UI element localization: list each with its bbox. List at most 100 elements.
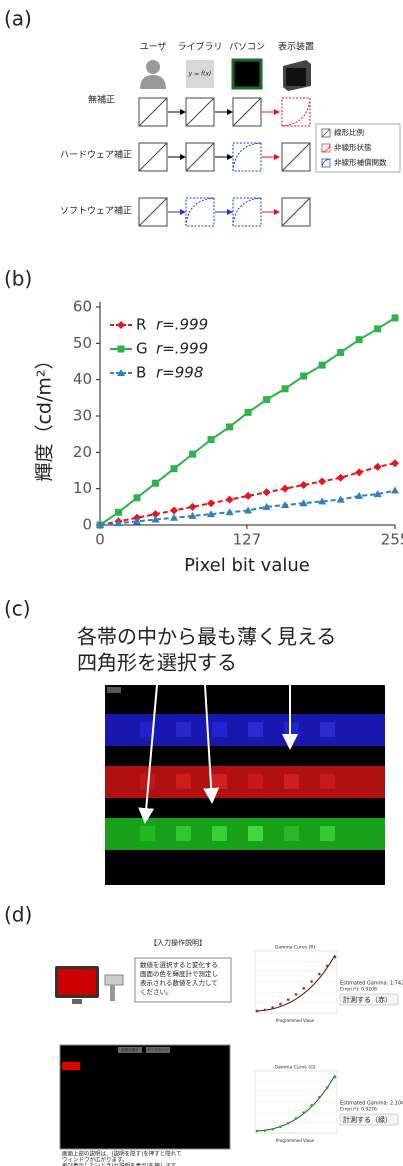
legend-annotation: r=.999 (156, 340, 208, 358)
mini-title: Gamma Curve (G) (275, 1065, 316, 1071)
stimulus-square (284, 722, 299, 737)
column-header: ユーザ (140, 42, 167, 53)
column-header: 表示装置 (278, 41, 314, 53)
mini-point (271, 1128, 274, 1131)
point (226, 423, 233, 430)
stimulus-square (320, 774, 335, 789)
stimulus-square (284, 826, 299, 841)
decoration (105, 975, 123, 985)
mini-point (303, 987, 306, 990)
stimulus-square (140, 826, 155, 841)
point (300, 481, 308, 489)
library-formula: y = f(x) (188, 71, 212, 78)
mini-point (287, 1122, 290, 1125)
stimulus-square (248, 774, 263, 789)
callout-line: 数値を選択すると変化する (140, 960, 218, 969)
legend-a: 線形比例 非線形状態 非線形補償関数 (316, 124, 400, 172)
icons: y = f(x) (140, 60, 311, 91)
panel-label: (b) (4, 267, 32, 291)
point (152, 480, 159, 487)
error: Error(r²): 0.9276 (340, 1107, 377, 1113)
decoration (110, 985, 115, 1001)
mini-title: Gamma Curve (R) (275, 945, 316, 951)
panel-label: (c) (4, 597, 31, 621)
stimulus-square (320, 826, 335, 841)
callout-line: 画面の色を輝度計で測定し (140, 969, 218, 978)
row-label: ハードウェア補正 (60, 149, 132, 161)
point (374, 463, 382, 471)
panel-label: (d) (4, 903, 32, 927)
button[interactable]: 説明を隠す (121, 1047, 139, 1052)
x-axis-label: Pixel bit value (184, 555, 310, 576)
error: Error(r²): 0.9208 (340, 987, 377, 993)
footer-line: ウィンドウが広がります。 (62, 1156, 127, 1164)
point (115, 509, 122, 516)
legend-entry: 非線形状態 (334, 142, 372, 152)
y-tick-label: 60 (73, 298, 92, 316)
mini-point (279, 1003, 282, 1006)
point (170, 514, 178, 521)
mini-point (264, 1129, 267, 1132)
mini-point (326, 1086, 329, 1089)
point (318, 477, 326, 485)
point (189, 451, 196, 458)
mini-point (310, 1104, 313, 1107)
panel-label: (a) (4, 7, 32, 31)
x-tick-label: 255 (381, 531, 403, 549)
legend-marker (117, 321, 125, 329)
y-tick-label: 30 (73, 407, 92, 425)
measure-button[interactable]: 計測する（赤） (343, 995, 392, 1004)
point (355, 492, 363, 499)
decoration (60, 1045, 230, 1149)
point (189, 503, 197, 511)
stimulus-square (212, 774, 227, 789)
callout-line: ください。 (140, 988, 173, 996)
point (170, 506, 178, 514)
point (282, 385, 289, 392)
decoration (286, 68, 306, 86)
mini-point (326, 965, 329, 968)
point (263, 488, 271, 496)
stimulus-square (284, 774, 299, 789)
point (391, 486, 399, 493)
button[interactable]: セーブ/ロード (147, 1047, 169, 1052)
instruction: 四角形を選択する (77, 651, 237, 675)
mini-point (271, 1006, 274, 1009)
y-tick-label: 20 (73, 443, 92, 461)
mini-point (264, 1009, 267, 1012)
point (208, 436, 215, 443)
point (281, 501, 289, 508)
legend-entry: 線形比例 (334, 127, 364, 137)
header: 【入力操作説明】 (150, 938, 206, 947)
decoration (62, 1062, 80, 1070)
decoration (72, 999, 82, 1004)
point (226, 508, 234, 515)
monitor-icon (55, 966, 123, 1004)
point (356, 336, 363, 343)
decoration (107, 687, 121, 693)
point (374, 325, 381, 332)
column-header: パソコン (229, 42, 265, 53)
app-screenshot: 説明を隠す セーブ/ロード (60, 1045, 230, 1149)
decoration (58, 969, 96, 995)
point (319, 362, 326, 369)
measure-button[interactable]: 計測する（緑） (343, 1115, 392, 1124)
x-tick-label: 127 (233, 531, 262, 549)
footer-line: 画面上部の説明は、[説明を隠す]を押すと隠れて (62, 1150, 182, 1158)
legend-entry: 非線形補償関数 (334, 157, 387, 167)
legend-entry: B (136, 364, 146, 382)
mini-point (334, 956, 337, 959)
y-tick-label: 0 (82, 516, 92, 534)
mini-point (318, 973, 321, 976)
mini-point (256, 1010, 259, 1013)
point (263, 396, 270, 403)
decoration (140, 75, 166, 89)
point (245, 409, 252, 416)
stimulus-square (176, 826, 191, 841)
decoration (146, 60, 160, 74)
legend-entry: G (136, 340, 148, 358)
decoration: 画面上部の説明は、[説明を隠す]を押すと隠れてウィンドウが広がります。再び表示し… (62, 1150, 182, 1166)
mini-point (256, 1130, 259, 1133)
point (337, 349, 344, 356)
stimulus-square (248, 722, 263, 737)
